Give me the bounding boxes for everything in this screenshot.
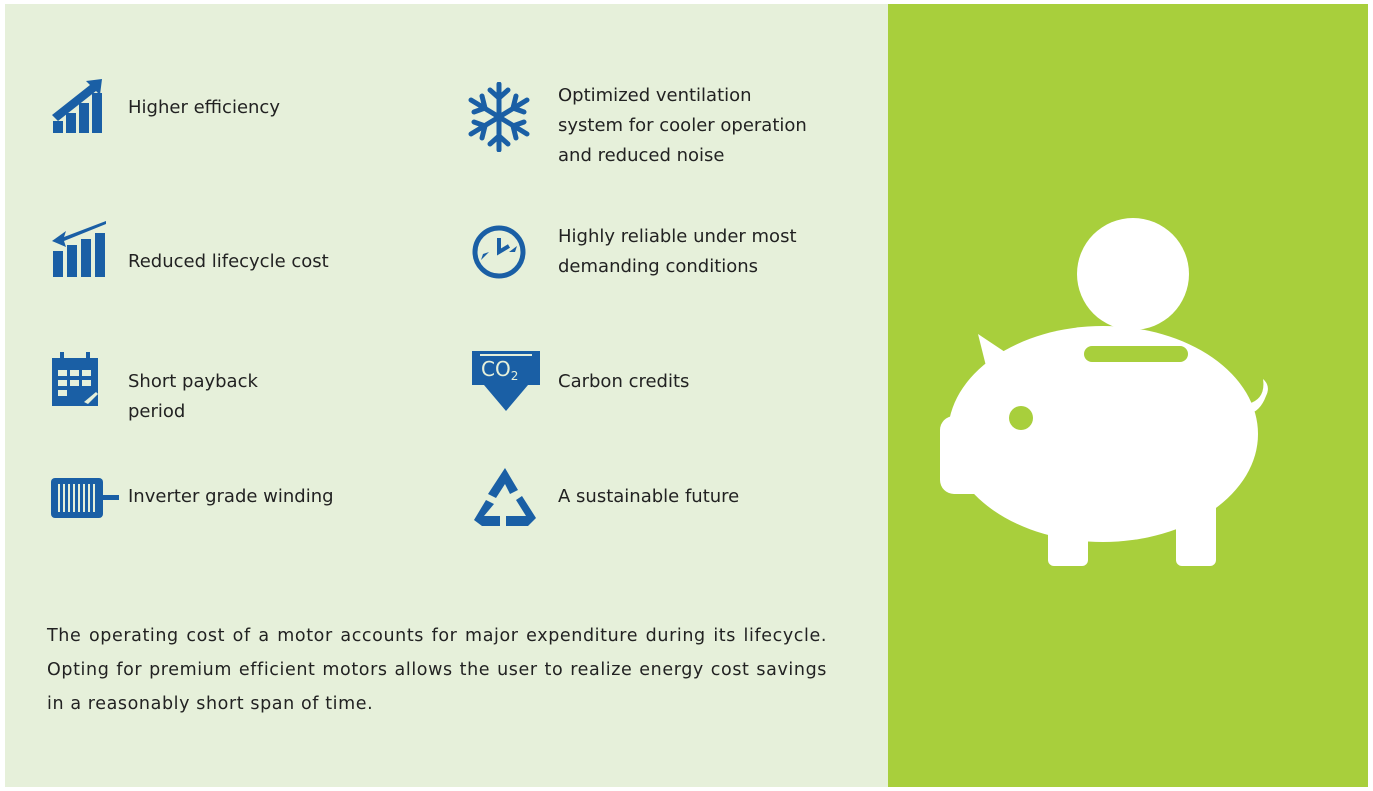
page: CO2 Higher efficiency Optimized ventilati… <box>0 0 1373 791</box>
co2-text: CO <box>481 357 511 381</box>
efficiency-icon <box>50 79 105 134</box>
feature-label: Optimized ventilation <box>558 81 807 111</box>
feature: Reduced lifecycle cost <box>128 247 329 277</box>
co2-sub: 2 <box>511 369 519 383</box>
feature-label: Higher efficiency <box>128 93 280 123</box>
feature-label: and reduced noise <box>558 141 807 171</box>
piggy-bank-icon <box>888 4 1368 787</box>
feature-label: period <box>128 397 258 427</box>
lifecycle-icon <box>50 219 108 279</box>
features-panel: CO2 Higher efficiency Optimized ventilati… <box>5 4 888 787</box>
feature-label: Reduced lifecycle cost <box>128 247 329 277</box>
snowflake-icon <box>468 82 530 152</box>
piggy-panel <box>888 4 1368 787</box>
feature-label: Carbon credits <box>558 367 689 397</box>
feature-label: demanding conditions <box>558 252 797 282</box>
feature-label: Inverter grade winding <box>128 482 334 512</box>
feature-label: system for cooler operation <box>558 111 807 141</box>
feature-label: Highly reliable under most <box>558 222 797 252</box>
feature: Inverter grade winding <box>128 482 334 512</box>
reliability-icon <box>471 224 527 280</box>
co2-icon: CO2 <box>470 349 542 411</box>
calendar-icon <box>50 352 102 408</box>
feature-label: A sustainable future <box>558 482 739 512</box>
feature-label: Short payback <box>128 367 258 397</box>
description-paragraph: The operating cost of a motor accounts f… <box>47 619 827 721</box>
feature: Carbon credits <box>558 367 689 397</box>
feature: A sustainable future <box>558 482 739 512</box>
winding-icon <box>49 476 119 520</box>
recycle-icon <box>470 466 540 528</box>
feature: Higher efficiency <box>128 93 280 123</box>
